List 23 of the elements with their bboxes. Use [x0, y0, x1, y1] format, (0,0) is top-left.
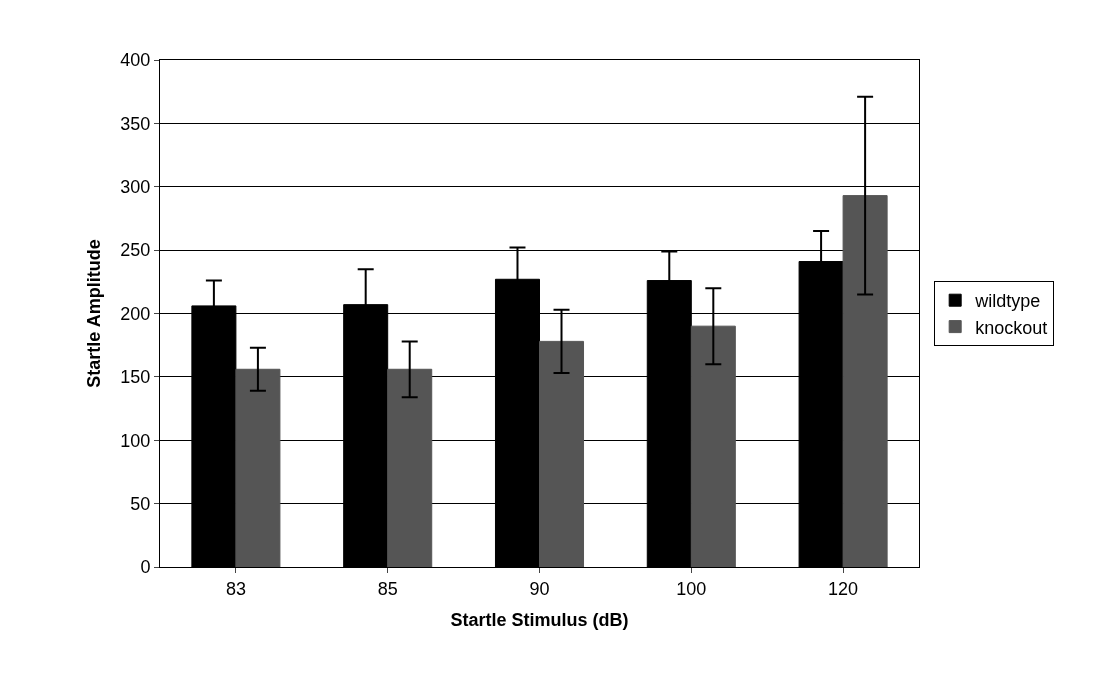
x-tick-label: 100 — [676, 578, 707, 599]
legend-label: knockout — [975, 317, 1048, 338]
bar — [690, 325, 736, 567]
bar — [235, 368, 281, 567]
y-tick-label: 100 — [120, 430, 151, 451]
bar — [539, 340, 585, 567]
bar — [842, 195, 888, 567]
y-tick-label: 400 — [120, 50, 151, 71]
x-tick-label: 90 — [529, 578, 550, 599]
x-tick-label: 83 — [225, 578, 246, 599]
x-axis-title: Startle Stimulus (dB) — [450, 609, 629, 630]
y-tick-label: 0 — [140, 557, 151, 578]
y-tick-label: 300 — [120, 177, 151, 198]
y-tick-label: 200 — [120, 303, 151, 324]
y-tick-label: 250 — [120, 240, 151, 261]
y-tick-label: 150 — [120, 367, 151, 388]
x-tick-label: 120 — [828, 578, 859, 599]
y-axis-title: Startle Amplitude — [83, 239, 104, 388]
y-tick-label: 350 — [120, 113, 151, 134]
bar — [387, 368, 433, 567]
y-tick-label: 50 — [130, 493, 151, 514]
legend-label: wildtype — [974, 291, 1041, 312]
x-tick-label: 85 — [377, 578, 398, 599]
